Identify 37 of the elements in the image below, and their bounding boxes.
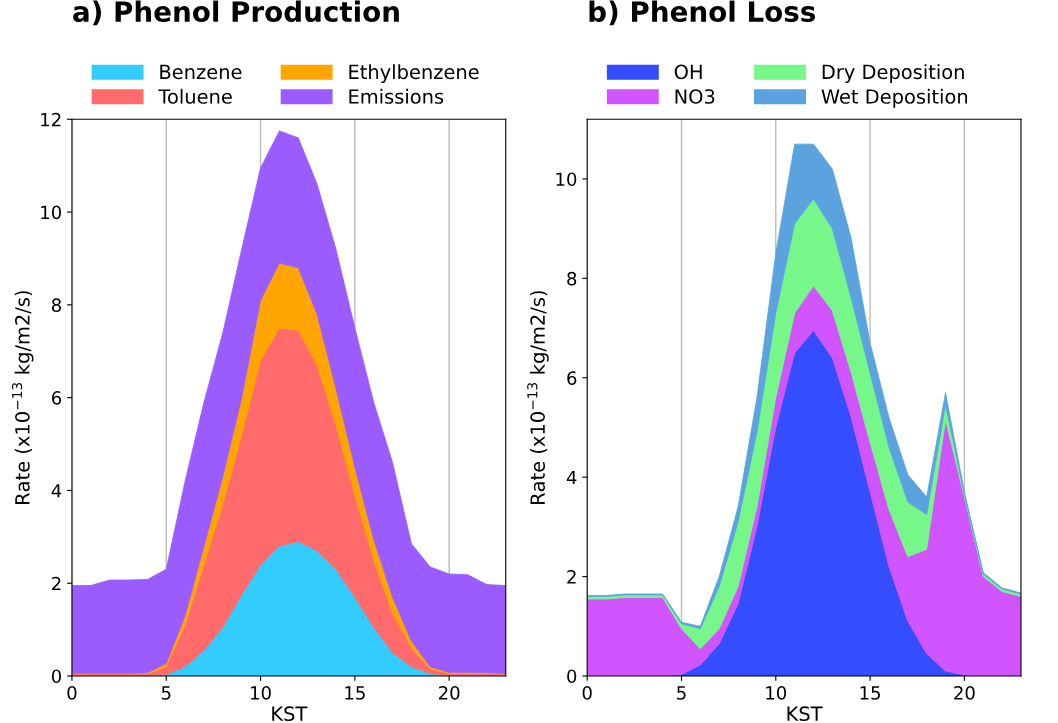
x-tick-label: 20 (954, 686, 975, 700)
x-tick-label: 15 (345, 686, 365, 700)
legend-label: Wet Deposition (821, 88, 968, 108)
x-tick-label: 10 (251, 686, 271, 700)
y-tick-label: 2 (52, 576, 61, 591)
y-tick-label: 4 (566, 470, 577, 485)
x-axis-title: KST (787, 706, 823, 722)
y-tick-label: 0 (51, 669, 62, 684)
legend-label: Toluene (158, 88, 232, 104)
legend-label: OH (674, 64, 702, 80)
legend-label: Benzene (160, 64, 242, 80)
y-tick-label: 8 (51, 298, 61, 312)
y-tick-label: 8 (567, 271, 577, 286)
legend-label: Dry Deposition (822, 64, 964, 83)
x-tick-label: 5 (161, 686, 171, 700)
x-tick-label: 0 (67, 686, 77, 700)
x-tick-label: 15 (860, 686, 880, 700)
x-axis-title: KST (272, 706, 308, 722)
x-tick-label: 0 (582, 686, 592, 700)
y-tick-label: 0 (567, 669, 577, 684)
legend-label: Ethylbenzene (349, 64, 479, 83)
y-tick-label: 6 (52, 391, 62, 405)
x-tick-label: 5 (677, 686, 686, 700)
legend-label: NO3 (675, 89, 715, 104)
y-tick-label: 12 (41, 112, 61, 127)
x-tick-label: 20 (438, 686, 460, 700)
chart-title: a) Phenol Production (73, 0, 399, 26)
legend-label: Emissions (349, 88, 444, 104)
y-axis-title: Rate (x10$^{−13}$ kg/m2/s) (11, 291, 34, 504)
y-tick-label: 4 (51, 484, 62, 498)
x-tick-label: 10 (766, 686, 787, 700)
y-tick-label: 6 (567, 371, 577, 385)
y-axis-title: Rate (x10$^{−13}$ kg/m2/s) (527, 291, 549, 504)
chart-title: b) Phenol Loss (589, 0, 815, 26)
y-tick-label: 10 (556, 172, 577, 187)
y-tick-label: 2 (567, 570, 576, 584)
y-tick-label: 10 (41, 205, 62, 220)
